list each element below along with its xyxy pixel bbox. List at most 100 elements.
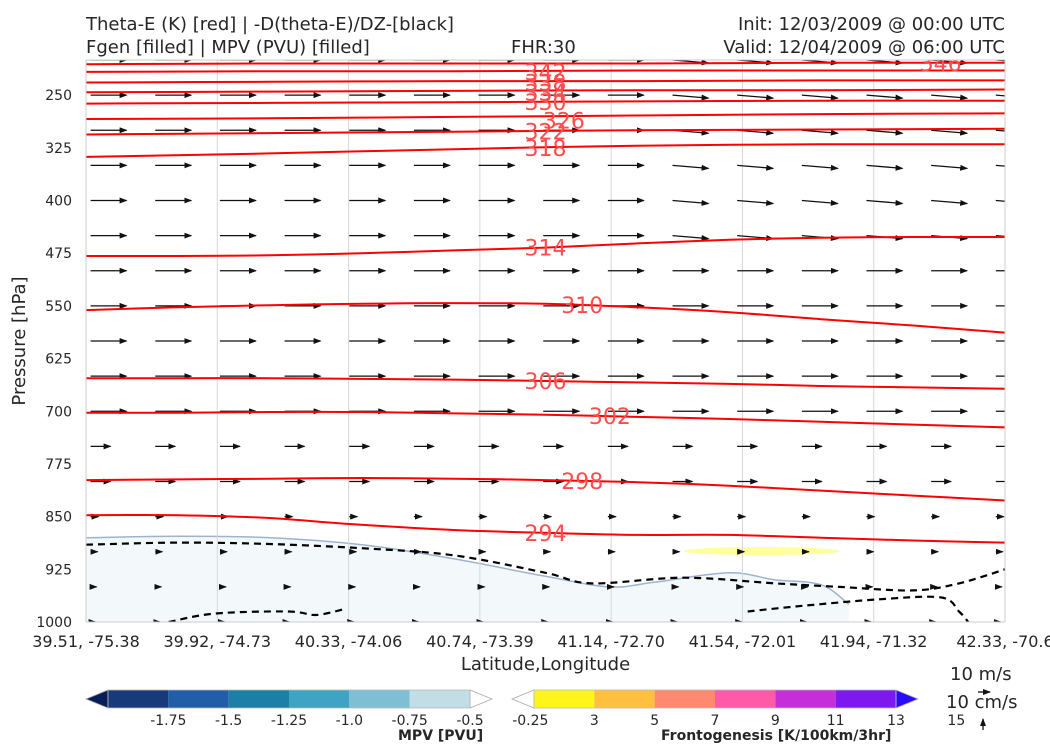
theta-e-label-342: 342 bbox=[525, 61, 567, 86]
mpv-colorbar-swatch bbox=[289, 690, 350, 708]
x-tick-label: 41.54, -72.01 bbox=[689, 632, 797, 651]
x-tick-label: 41.14, -72.70 bbox=[557, 632, 665, 651]
x-tick-label: 39.51, -75.38 bbox=[32, 632, 140, 651]
wind-vector bbox=[866, 164, 904, 171]
fgen-colorbar-swatch bbox=[835, 690, 896, 708]
mpv-colorbar-tip-right bbox=[469, 689, 494, 709]
mpv-colorbar-tick: -0.75 bbox=[392, 713, 428, 729]
mpv-colorbar-frame bbox=[107, 689, 471, 709]
theta-e-label-302: 302 bbox=[589, 405, 631, 430]
wind-vector bbox=[737, 94, 775, 101]
fgen-colorbar-frame bbox=[533, 689, 897, 709]
fgen-colorbar-swatch bbox=[654, 690, 715, 708]
wind-vector bbox=[801, 164, 839, 171]
dthetae-dz-contour-2 bbox=[168, 608, 344, 622]
init-time: Init: 12/03/2009 @ 00:00 UTC bbox=[737, 14, 1005, 35]
fgen-colorbar-tick: 13 bbox=[887, 713, 905, 729]
fgen-colorbar-tick: 15 bbox=[947, 713, 965, 729]
x-tick-label: 40.74, -73.39 bbox=[426, 632, 534, 651]
theta-e-contour-342 bbox=[86, 69, 1005, 73]
y-tick-label: 625 bbox=[45, 352, 72, 368]
y-tick-label: 400 bbox=[45, 194, 72, 210]
dthetae-dz-contour-3 bbox=[747, 595, 970, 622]
mpv-colorbar-tick: -1.5 bbox=[215, 713, 242, 729]
theta-e-label-314: 314 bbox=[525, 237, 567, 262]
wind-vector bbox=[737, 199, 775, 206]
fgen-colorbar-tip-right bbox=[895, 689, 920, 709]
theta-e-label-306: 306 bbox=[525, 370, 567, 395]
y-tick-label: 850 bbox=[45, 510, 72, 526]
theta-e-contour-338 bbox=[86, 79, 1005, 84]
mpv-colorbar-tick: -1.75 bbox=[150, 713, 186, 729]
theta-e-label-294: 294 bbox=[525, 522, 567, 547]
mpv-colorbar-tick: -1.25 bbox=[271, 713, 307, 729]
y-tick-label: 700 bbox=[45, 404, 72, 420]
theta-e-contour-322 bbox=[86, 127, 1005, 136]
y-tick-label: 550 bbox=[45, 299, 72, 315]
mpv-colorbar-swatch bbox=[228, 690, 289, 708]
wind-vector bbox=[995, 94, 1005, 97]
y-tick-label: 325 bbox=[45, 141, 72, 157]
theta-e-label-334: 334 bbox=[525, 81, 567, 106]
wind-vector bbox=[931, 199, 969, 206]
theta-e-contour-346 bbox=[86, 61, 1005, 66]
theta-e-contour-330 bbox=[86, 99, 1005, 105]
y-tick-label: 250 bbox=[45, 88, 72, 104]
x-tick-label: 41.94, -71.32 bbox=[820, 632, 928, 651]
x-axis-label: Latitude,Longitude bbox=[461, 654, 630, 675]
x-tick-label: 40.33, -74.06 bbox=[295, 632, 403, 651]
fgen-colorbar-swatch bbox=[715, 690, 776, 708]
valid-time: Valid: 12/04/2009 @ 06:00 UTC bbox=[723, 37, 1005, 58]
wind-vector bbox=[866, 129, 904, 136]
x-tick-label: 39.92, -74.73 bbox=[164, 632, 272, 651]
wind-vector bbox=[866, 199, 904, 206]
mpv-contour-edge bbox=[86, 535, 850, 606]
theta-e-label-298: 298 bbox=[561, 470, 603, 495]
theta-e-label-346: 346 bbox=[920, 52, 962, 77]
wind-vector bbox=[931, 94, 969, 101]
theta-e-contour-314 bbox=[86, 235, 1005, 258]
fgen-colorbar-tick: 3 bbox=[590, 713, 599, 729]
y-tick-label: 775 bbox=[45, 457, 72, 473]
y-tick-label: 1000 bbox=[36, 615, 72, 631]
mpv-colorbar-label: MPV [PVU] bbox=[398, 728, 484, 744]
fgen-colorbar-swatch bbox=[534, 690, 595, 708]
y-axis-label: Pressure [hPa] bbox=[9, 276, 30, 405]
fgen-filled-region bbox=[683, 547, 840, 556]
fgen-colorbar-tick: 7 bbox=[711, 713, 720, 729]
mpv-colorbar-swatch bbox=[108, 690, 169, 708]
mpv-colorbar-swatch bbox=[349, 690, 410, 708]
wind-vector bbox=[866, 94, 904, 101]
title-line-2: Fgen [filled] | MPV (PVU) [filled] bbox=[86, 37, 370, 58]
dthetae-dz-contour-1 bbox=[86, 541, 1005, 592]
theta-e-contour-302 bbox=[86, 410, 1005, 429]
wind-vector bbox=[995, 129, 1005, 132]
theta-e-contour-294 bbox=[86, 514, 1005, 544]
vector-legend-horizontal: 10 m/s bbox=[950, 664, 1012, 685]
theta-e-contour-306 bbox=[86, 377, 1005, 390]
wind-vector bbox=[931, 129, 969, 136]
mpv-colorbar-swatch bbox=[409, 690, 470, 708]
wind-vector bbox=[801, 199, 839, 206]
mpv-filled-region bbox=[86, 536, 849, 622]
wind-vector bbox=[737, 164, 775, 171]
mpv-colorbar-tick: -0.25 bbox=[512, 713, 548, 729]
y-tick-label: 925 bbox=[45, 562, 72, 578]
fgen-colorbar-swatch bbox=[594, 690, 655, 708]
fgen-colorbar-swatch bbox=[775, 690, 836, 708]
y-tick-label: 475 bbox=[45, 246, 72, 262]
fgen-colorbar-tick: 5 bbox=[650, 713, 659, 729]
theta-e-label-330: 330 bbox=[525, 91, 567, 116]
theta-e-contour-326 bbox=[86, 112, 1005, 120]
theta-e-label-322: 322 bbox=[525, 121, 567, 146]
wind-vector bbox=[995, 199, 1005, 202]
theta-e-contour-334 bbox=[86, 88, 1005, 94]
wind-vector bbox=[801, 129, 839, 136]
theta-e-label-318: 318 bbox=[525, 137, 567, 162]
plot-frame bbox=[85, 59, 1006, 623]
x-tick-label: 42.33, -70.6 bbox=[956, 632, 1050, 651]
mpv-colorbar-tick: -0.5 bbox=[456, 713, 483, 729]
fgen-colorbar-tick: 9 bbox=[771, 713, 780, 729]
forecast-hour: FHR:30 bbox=[511, 37, 576, 58]
theta-e-label-326: 326 bbox=[543, 109, 585, 134]
